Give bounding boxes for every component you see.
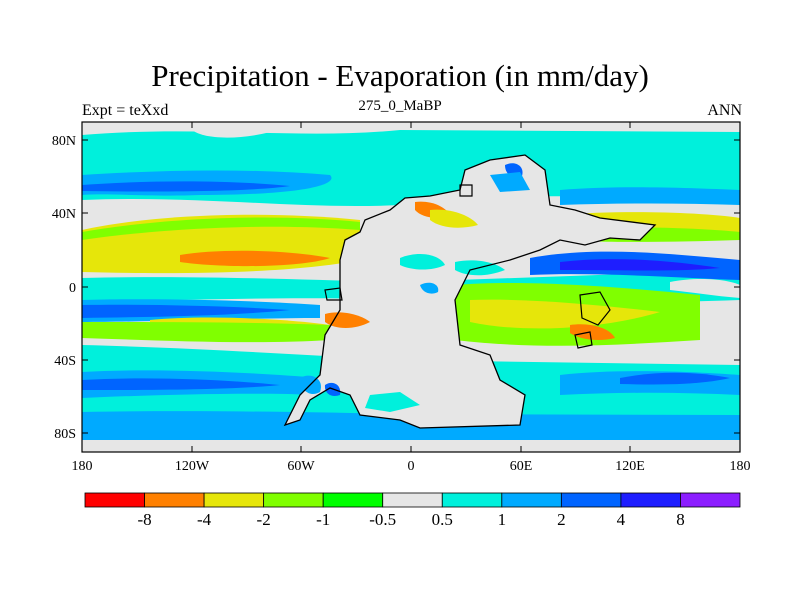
dry-core-north bbox=[180, 250, 330, 267]
coastline bbox=[283, 154, 657, 429]
plot-title: Precipitation - Evaporation (in mm/day) bbox=[151, 58, 649, 93]
season-label: ANN bbox=[707, 102, 742, 119]
colorbar-swatch bbox=[441, 492, 503, 508]
colorbar-label: -4 bbox=[197, 510, 212, 529]
lon-label: 0 bbox=[408, 459, 415, 474]
colorbar-label: 1 bbox=[498, 510, 507, 529]
experiment-label: Expt = teXxd bbox=[82, 102, 169, 119]
colorbar-swatch bbox=[322, 492, 384, 508]
colorbar-label: 4 bbox=[617, 510, 626, 529]
colorbar-swatch bbox=[501, 492, 562, 508]
lat-label: 80N bbox=[52, 134, 76, 149]
colorbar-swatch bbox=[680, 492, 741, 508]
colorbar-label: -2 bbox=[257, 510, 271, 529]
colorbar-label: 0.5 bbox=[432, 510, 453, 529]
pangaea-interior bbox=[285, 155, 655, 428]
colorbar-swatch bbox=[263, 492, 324, 508]
y-ticks bbox=[82, 139, 740, 434]
colorbar-swatch bbox=[560, 492, 622, 508]
colorbar-swatch bbox=[84, 492, 145, 508]
colorbar-label: -1 bbox=[316, 510, 330, 529]
lat-label: 80S bbox=[54, 427, 76, 442]
lon-label: 60W bbox=[287, 459, 315, 474]
colorbar-label: -8 bbox=[137, 510, 151, 529]
lat-label: 40S bbox=[54, 354, 76, 369]
x-ticks bbox=[81, 122, 741, 452]
colorbar-label: -0.5 bbox=[369, 510, 396, 529]
period-label: 275_0_MaBP bbox=[358, 98, 442, 114]
colorbar-swatch bbox=[382, 492, 443, 508]
colorbar: -8 -4 -2 -1 -0.5 0.5 1 2 4 8 bbox=[84, 492, 741, 529]
island-outline bbox=[579, 291, 611, 326]
colorbar-label: 8 bbox=[676, 510, 685, 529]
precip-field bbox=[82, 122, 740, 440]
colorbar-swatch bbox=[620, 492, 681, 508]
lon-label: 180 bbox=[730, 459, 751, 474]
colorbar-swatch bbox=[144, 492, 205, 508]
colorbar-label: 2 bbox=[557, 510, 566, 529]
lon-label: 120W bbox=[175, 459, 210, 474]
lat-label: 40N bbox=[52, 207, 76, 222]
lat-label: 0 bbox=[69, 281, 76, 296]
lon-label: 180 bbox=[72, 459, 93, 474]
wet-band-north-core bbox=[82, 181, 290, 192]
lon-label: 60E bbox=[510, 459, 533, 474]
colorbar-swatch bbox=[203, 492, 265, 508]
lon-label: 120E bbox=[615, 459, 645, 474]
